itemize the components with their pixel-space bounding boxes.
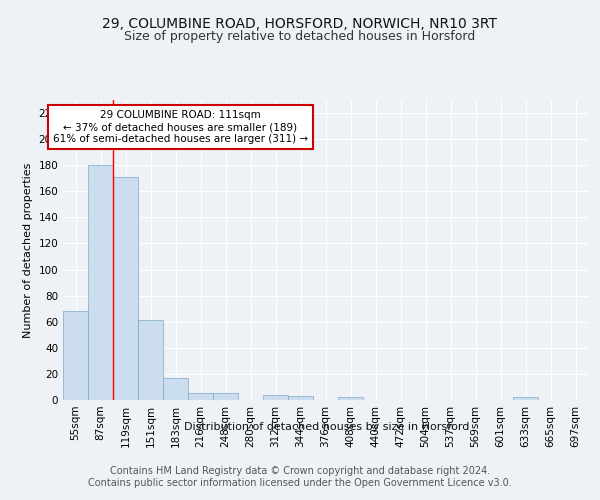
Bar <box>513 398 538 400</box>
Text: Size of property relative to detached houses in Horsford: Size of property relative to detached ho… <box>124 30 476 43</box>
Bar <box>138 320 163 400</box>
Bar <box>88 165 113 400</box>
Text: 29 COLUMBINE ROAD: 111sqm
← 37% of detached houses are smaller (189)
61% of semi: 29 COLUMBINE ROAD: 111sqm ← 37% of detac… <box>53 110 308 144</box>
Bar <box>163 378 188 400</box>
Bar <box>338 398 363 400</box>
Bar <box>263 395 288 400</box>
Text: 29, COLUMBINE ROAD, HORSFORD, NORWICH, NR10 3RT: 29, COLUMBINE ROAD, HORSFORD, NORWICH, N… <box>103 18 497 32</box>
Y-axis label: Number of detached properties: Number of detached properties <box>23 162 33 338</box>
Text: Distribution of detached houses by size in Horsford: Distribution of detached houses by size … <box>184 422 470 432</box>
Bar <box>188 394 213 400</box>
Text: Contains public sector information licensed under the Open Government Licence v3: Contains public sector information licen… <box>88 478 512 488</box>
Bar <box>63 312 88 400</box>
Text: Contains HM Land Registry data © Crown copyright and database right 2024.: Contains HM Land Registry data © Crown c… <box>110 466 490 476</box>
Bar <box>288 396 313 400</box>
Bar <box>213 394 238 400</box>
Bar <box>113 177 138 400</box>
